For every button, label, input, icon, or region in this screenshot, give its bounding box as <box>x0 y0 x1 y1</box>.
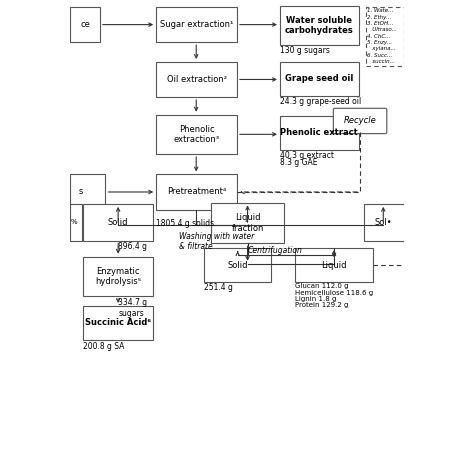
Bar <box>70 7 100 42</box>
Text: %: % <box>71 219 77 225</box>
Bar <box>366 7 404 66</box>
Bar <box>211 202 284 243</box>
Text: 1805.4 g solids: 1805.4 g solids <box>156 219 214 228</box>
Text: succin...: succin... <box>367 59 395 64</box>
Text: Hemicellulose 118.6 g: Hemicellulose 118.6 g <box>295 290 374 296</box>
Text: Enzymatic
hydrolysis⁵: Enzymatic hydrolysis⁵ <box>95 267 141 286</box>
Text: 5. Enzy...: 5. Enzy... <box>367 40 392 45</box>
Text: Protein 129.2 g: Protein 129.2 g <box>295 302 349 309</box>
Text: 4. ChC...: 4. ChC... <box>367 34 391 39</box>
Bar <box>280 62 359 96</box>
Text: 130 g sugars: 130 g sugars <box>280 46 330 55</box>
Text: 40.3 g extract: 40.3 g extract <box>280 151 334 160</box>
Text: Sugar extraction¹: Sugar extraction¹ <box>160 20 233 29</box>
Bar <box>295 248 373 282</box>
Text: Liquid
fraction: Liquid fraction <box>231 213 264 233</box>
Text: Succinic Acid⁶: Succinic Acid⁶ <box>85 319 151 328</box>
Bar <box>280 6 359 45</box>
Bar <box>70 204 82 240</box>
Text: 3. EtOH...: 3. EtOH... <box>367 21 393 26</box>
Bar <box>83 204 153 240</box>
Text: 896.4 g: 896.4 g <box>118 242 147 251</box>
Bar <box>83 257 153 296</box>
Bar <box>156 62 237 97</box>
Text: 2. Ethy...: 2. Ethy... <box>367 15 392 20</box>
Text: Washing with water
& filtrate: Washing with water & filtrate <box>179 232 255 252</box>
FancyBboxPatch shape <box>333 108 387 134</box>
Text: Grape seed oil: Grape seed oil <box>285 74 354 83</box>
Bar <box>83 306 153 340</box>
Text: Phenolic
extraction³: Phenolic extraction³ <box>173 125 219 144</box>
Text: 334.7 g
sugars: 334.7 g sugars <box>118 298 147 318</box>
Text: Oil extraction²: Oil extraction² <box>166 75 227 84</box>
Text: Recycle: Recycle <box>344 117 376 126</box>
Text: 251.4 g: 251.4 g <box>204 283 233 292</box>
Bar <box>156 7 237 42</box>
Text: Lignin 1.8 g: Lignin 1.8 g <box>295 296 337 302</box>
Text: 24.3 g grape-seed oil: 24.3 g grape-seed oil <box>280 97 361 106</box>
Text: Water soluble
carbohydrates: Water soluble carbohydrates <box>285 16 354 35</box>
Text: xylana...: xylana... <box>367 46 396 51</box>
Text: s: s <box>79 188 83 197</box>
Text: 6. Succ...: 6. Succ... <box>367 53 392 58</box>
Text: Ultraso...: Ultraso... <box>367 27 397 32</box>
Bar <box>70 174 106 210</box>
Bar <box>204 248 272 282</box>
Text: 1. Wate...: 1. Wate... <box>367 9 393 13</box>
Text: ce: ce <box>80 20 90 29</box>
Text: 8.3 g GAE: 8.3 g GAE <box>280 157 318 166</box>
Text: Sol•: Sol• <box>374 218 392 227</box>
Text: 200.8 g SA: 200.8 g SA <box>83 342 124 351</box>
Bar <box>156 115 237 154</box>
Text: Phenolic extract: Phenolic extract <box>281 128 358 137</box>
Text: Solid: Solid <box>108 218 128 227</box>
Text: Centrifugation: Centrifugation <box>247 246 302 255</box>
Text: Pretreatment⁴: Pretreatment⁴ <box>167 188 226 197</box>
Bar <box>156 174 237 210</box>
Text: Glucan 112.0 g: Glucan 112.0 g <box>295 283 349 290</box>
Bar <box>365 204 407 240</box>
Text: Solid: Solid <box>228 261 248 270</box>
Bar <box>280 116 359 150</box>
Text: Liquid: Liquid <box>321 261 347 270</box>
